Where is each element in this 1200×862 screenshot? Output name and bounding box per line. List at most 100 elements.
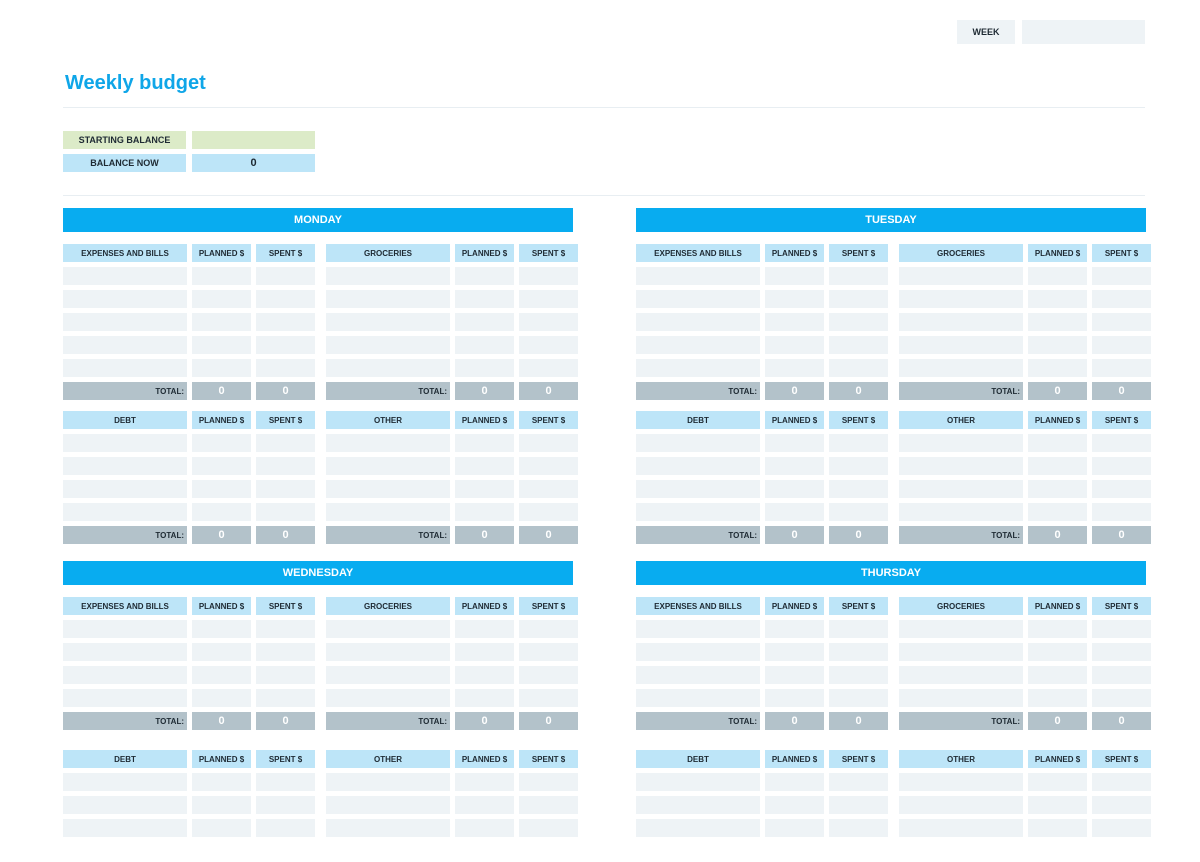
- spent-input[interactable]: [829, 267, 888, 285]
- spent-input[interactable]: [1092, 336, 1151, 354]
- spent-input[interactable]: [829, 359, 888, 377]
- planned-input[interactable]: [765, 267, 824, 285]
- item-input[interactable]: [899, 359, 1023, 377]
- planned-input[interactable]: [1028, 313, 1087, 331]
- item-input[interactable]: [63, 336, 187, 354]
- planned-input[interactable]: [455, 503, 514, 521]
- item-input[interactable]: [636, 643, 760, 661]
- item-input[interactable]: [899, 480, 1023, 498]
- planned-input[interactable]: [192, 620, 251, 638]
- item-input[interactable]: [326, 457, 450, 475]
- spent-input[interactable]: [256, 689, 315, 707]
- item-input[interactable]: [636, 796, 760, 814]
- item-input[interactable]: [326, 480, 450, 498]
- item-input[interactable]: [636, 290, 760, 308]
- spent-input[interactable]: [1092, 643, 1151, 661]
- item-input[interactable]: [636, 666, 760, 684]
- item-input[interactable]: [636, 503, 760, 521]
- item-input[interactable]: [63, 503, 187, 521]
- item-input[interactable]: [636, 336, 760, 354]
- item-input[interactable]: [63, 643, 187, 661]
- planned-input[interactable]: [1028, 359, 1087, 377]
- planned-input[interactable]: [455, 480, 514, 498]
- planned-input[interactable]: [455, 773, 514, 791]
- planned-input[interactable]: [1028, 666, 1087, 684]
- item-input[interactable]: [63, 313, 187, 331]
- item-input[interactable]: [636, 620, 760, 638]
- planned-input[interactable]: [192, 643, 251, 661]
- planned-input[interactable]: [765, 313, 824, 331]
- spent-input[interactable]: [1092, 313, 1151, 331]
- spent-input[interactable]: [1092, 267, 1151, 285]
- spent-input[interactable]: [519, 796, 578, 814]
- planned-input[interactable]: [455, 796, 514, 814]
- planned-input[interactable]: [455, 267, 514, 285]
- spent-input[interactable]: [519, 819, 578, 837]
- item-input[interactable]: [899, 773, 1023, 791]
- planned-input[interactable]: [455, 336, 514, 354]
- item-input[interactable]: [326, 689, 450, 707]
- planned-input[interactable]: [192, 773, 251, 791]
- spent-input[interactable]: [1092, 620, 1151, 638]
- spent-input[interactable]: [829, 480, 888, 498]
- item-input[interactable]: [326, 290, 450, 308]
- spent-input[interactable]: [519, 434, 578, 452]
- spent-input[interactable]: [829, 643, 888, 661]
- spent-input[interactable]: [829, 819, 888, 837]
- item-input[interactable]: [636, 819, 760, 837]
- planned-input[interactable]: [1028, 480, 1087, 498]
- planned-input[interactable]: [765, 480, 824, 498]
- planned-input[interactable]: [192, 666, 251, 684]
- planned-input[interactable]: [192, 819, 251, 837]
- spent-input[interactable]: [256, 620, 315, 638]
- planned-input[interactable]: [455, 434, 514, 452]
- item-input[interactable]: [326, 796, 450, 814]
- item-input[interactable]: [899, 336, 1023, 354]
- planned-input[interactable]: [765, 620, 824, 638]
- item-input[interactable]: [326, 773, 450, 791]
- planned-input[interactable]: [192, 503, 251, 521]
- spent-input[interactable]: [519, 666, 578, 684]
- planned-input[interactable]: [1028, 290, 1087, 308]
- spent-input[interactable]: [829, 434, 888, 452]
- spent-input[interactable]: [256, 290, 315, 308]
- spent-input[interactable]: [829, 336, 888, 354]
- spent-input[interactable]: [519, 336, 578, 354]
- item-input[interactable]: [636, 480, 760, 498]
- spent-input[interactable]: [1092, 796, 1151, 814]
- spent-input[interactable]: [829, 666, 888, 684]
- planned-input[interactable]: [455, 457, 514, 475]
- planned-input[interactable]: [455, 819, 514, 837]
- planned-input[interactable]: [192, 290, 251, 308]
- planned-input[interactable]: [455, 666, 514, 684]
- spent-input[interactable]: [519, 689, 578, 707]
- spent-input[interactable]: [1092, 480, 1151, 498]
- spent-input[interactable]: [829, 457, 888, 475]
- planned-input[interactable]: [455, 643, 514, 661]
- spent-input[interactable]: [1092, 290, 1151, 308]
- planned-input[interactable]: [455, 689, 514, 707]
- item-input[interactable]: [899, 503, 1023, 521]
- planned-input[interactable]: [192, 689, 251, 707]
- item-input[interactable]: [636, 773, 760, 791]
- item-input[interactable]: [63, 434, 187, 452]
- item-input[interactable]: [63, 819, 187, 837]
- planned-input[interactable]: [455, 313, 514, 331]
- planned-input[interactable]: [765, 434, 824, 452]
- spent-input[interactable]: [829, 773, 888, 791]
- item-input[interactable]: [326, 434, 450, 452]
- spent-input[interactable]: [519, 267, 578, 285]
- spent-input[interactable]: [1092, 666, 1151, 684]
- planned-input[interactable]: [765, 643, 824, 661]
- planned-input[interactable]: [1028, 336, 1087, 354]
- spent-input[interactable]: [519, 457, 578, 475]
- planned-input[interactable]: [765, 689, 824, 707]
- item-input[interactable]: [899, 267, 1023, 285]
- item-input[interactable]: [899, 689, 1023, 707]
- item-input[interactable]: [326, 267, 450, 285]
- spent-input[interactable]: [256, 503, 315, 521]
- spent-input[interactable]: [829, 503, 888, 521]
- planned-input[interactable]: [192, 480, 251, 498]
- spent-input[interactable]: [1092, 689, 1151, 707]
- planned-input[interactable]: [1028, 819, 1087, 837]
